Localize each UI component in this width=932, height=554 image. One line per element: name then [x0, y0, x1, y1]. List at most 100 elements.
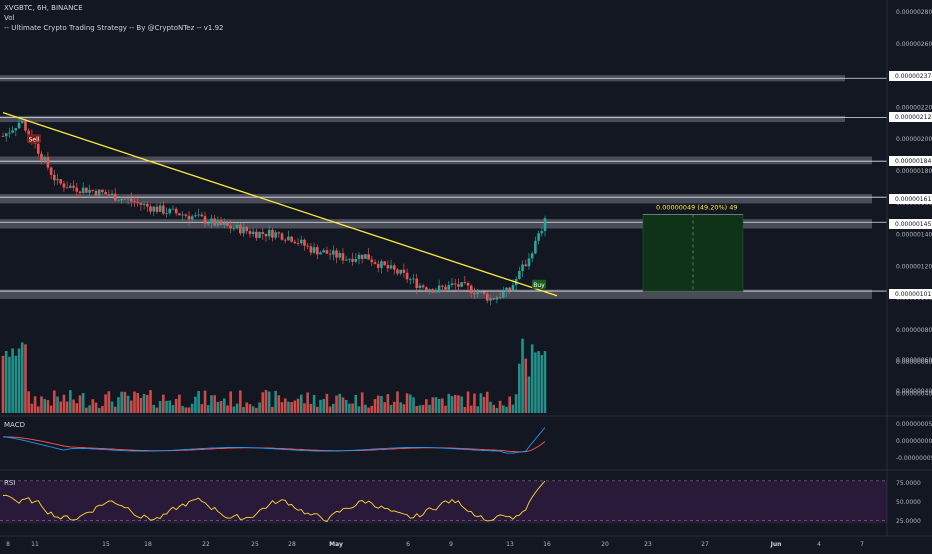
candle-body	[251, 231, 255, 235]
volume-bar	[287, 401, 290, 413]
candle-body	[431, 289, 435, 293]
price-tick-label: 0.00000080	[896, 327, 932, 334]
candle-body	[296, 243, 300, 244]
candle-body	[203, 216, 207, 224]
volume-bar	[190, 403, 194, 413]
candle-body	[139, 202, 143, 205]
price-axis[interactable]: 0.000002800.000002600.000002400.00000220…	[0, 0, 932, 537]
time-tick-label: 25	[251, 541, 259, 548]
volume-bar	[457, 395, 460, 413]
candle-body	[136, 202, 139, 203]
volume-bar	[264, 390, 268, 413]
volume-bar	[168, 400, 172, 413]
candle-body	[85, 187, 88, 193]
volume-bar	[59, 401, 63, 413]
macd-label[interactable]: MACD	[4, 421, 25, 429]
macd-tick-label: 0.00000005	[896, 421, 932, 428]
volume-bar	[315, 406, 319, 413]
volume-bar	[530, 344, 534, 413]
candle-body	[322, 250, 326, 253]
volume-bar	[482, 396, 486, 413]
volume-bar	[101, 406, 104, 413]
time-tick-label: 6	[406, 541, 410, 548]
candle-body	[65, 187, 69, 189]
volume-bar	[178, 394, 181, 413]
volume-legend[interactable]: Vol	[4, 14, 15, 22]
volume-bar	[36, 406, 40, 413]
candle-body	[123, 198, 127, 200]
candle-body	[357, 254, 361, 259]
candle-body	[59, 179, 63, 184]
volume-bar	[341, 397, 345, 413]
volume-bar	[473, 393, 476, 413]
volume-bar	[524, 358, 528, 413]
volume-bar	[91, 399, 95, 413]
volume-bar	[383, 402, 386, 413]
symbol-legend[interactable]: XVGBTC, 6H, BINANCE	[4, 4, 83, 12]
volume-bar	[235, 403, 239, 413]
volume-bar	[206, 405, 210, 413]
candle-body	[155, 206, 159, 212]
price-tick-label: 0.00000060	[896, 359, 932, 366]
candle-body	[409, 279, 412, 281]
candle-body	[476, 292, 479, 294]
macd-tick-label: -0.00000005	[896, 455, 932, 462]
volume-bar	[537, 351, 540, 413]
volume-bar	[296, 398, 300, 413]
volume-bar	[142, 393, 146, 413]
rsi-label[interactable]: RSI	[4, 479, 16, 487]
candle-body	[129, 198, 133, 202]
candle-body	[466, 282, 470, 286]
candle-body	[344, 259, 348, 261]
volume-bar	[351, 403, 354, 413]
volume-bar	[412, 397, 415, 413]
candle-body	[370, 259, 374, 263]
candle-body	[274, 232, 277, 238]
candle-body	[72, 185, 75, 188]
volume-bar	[56, 396, 59, 413]
volume-bar	[229, 391, 233, 413]
volume-bar	[155, 407, 159, 413]
price-label-text: 0.00000237	[895, 73, 931, 80]
candle-body	[213, 218, 216, 226]
candle-body	[319, 252, 322, 255]
candle-body	[332, 250, 335, 255]
volume-tick-label: 0.00000040	[896, 388, 932, 395]
volume-bar	[328, 406, 332, 413]
candle-body	[4, 133, 8, 137]
candle-body	[399, 269, 402, 274]
time-axis[interactable]: 8 11 15 18 22 25 28 May 6 9 13 16 20 23 27 Jun 4 7	[6, 541, 864, 548]
macd-line	[2, 427, 546, 454]
candle-body	[101, 189, 104, 193]
candle-body	[306, 245, 309, 247]
candle-body	[168, 208, 172, 214]
candle-body	[376, 263, 380, 268]
strategy-legend[interactable]: -- Ultimate Crypto Trading Strategy -- B…	[4, 24, 224, 32]
volume-bar	[94, 402, 98, 413]
candle-body	[277, 232, 281, 234]
target-measure-label: 0.00000049 (49.20%) 49	[656, 203, 738, 211]
volume-bar	[232, 406, 236, 413]
trendline-group	[2, 112, 558, 297]
candle-body	[245, 226, 249, 232]
candle-body	[360, 254, 364, 259]
zone-band	[0, 194, 872, 204]
candle-body	[107, 194, 111, 196]
volume-bar	[181, 406, 184, 413]
candle-body	[69, 185, 72, 188]
volume-bar	[149, 390, 152, 413]
volume-bar	[267, 391, 271, 413]
volume-bar	[325, 393, 329, 413]
candle-body	[405, 272, 409, 280]
candle-body	[206, 223, 210, 225]
volume-bar	[299, 394, 303, 413]
volume-bar	[425, 399, 428, 413]
volume-bar	[213, 395, 216, 413]
volume-bar	[165, 400, 168, 413]
candle-body	[17, 122, 21, 129]
volume-bar	[261, 392, 265, 413]
time-tick-label: 11	[31, 541, 39, 548]
volume-bar	[139, 398, 143, 413]
candle-body	[280, 233, 284, 240]
volume-bar	[277, 395, 281, 413]
